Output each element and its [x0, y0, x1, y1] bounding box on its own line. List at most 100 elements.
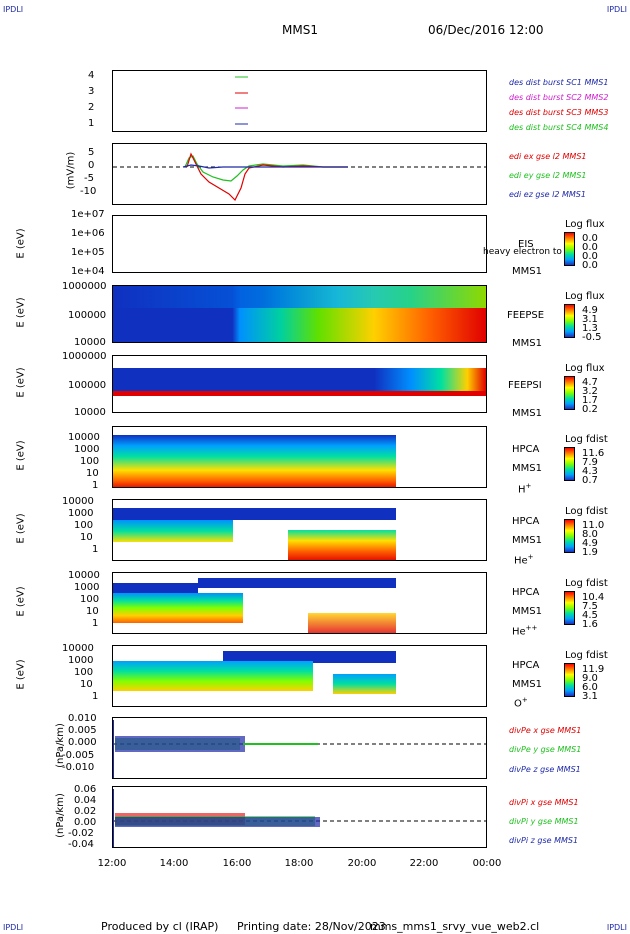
p9-ytick: 10 — [80, 679, 93, 690]
p7-cb-value: 4.9 — [582, 538, 598, 549]
p9-cb-value: 6.0 — [582, 682, 598, 693]
corner-label-top-right: IPDLI — [606, 5, 627, 14]
p7-ytick: 1000 — [68, 508, 94, 519]
p4-colorbar-title: Log flux — [565, 291, 605, 302]
p9-species-label: O+ — [514, 696, 528, 709]
p11-ytick: -0.04 — [68, 839, 94, 850]
page-title: MMS1 — [282, 23, 318, 37]
p11-ytick: -0.02 — [68, 828, 94, 839]
p10-legend-entry: divPe y gse MMS1 — [509, 745, 582, 754]
p11-ytick: 0.06 — [74, 784, 97, 795]
x-tick-label: 20:00 — [347, 858, 377, 869]
p9-charge: + — [521, 696, 528, 704]
p9-species: O — [514, 698, 522, 710]
p3-overlay-label: heavy electron to — [483, 247, 562, 257]
p9-ytick: 100 — [74, 667, 94, 678]
p7-cb-value: 8.0 — [582, 529, 598, 540]
edi-ez-series — [182, 164, 348, 169]
p9-ytick: 1000 — [68, 655, 94, 666]
p10-legend-entry: divPe z gse MMS1 — [509, 765, 581, 774]
p8-ytick: 1000 — [74, 582, 100, 593]
p7-ylabel: E (eV) — [15, 513, 27, 544]
p8-ylabel: E (eV) — [15, 586, 27, 617]
p9-cb-value: 11.9 — [582, 664, 605, 675]
p6-ytick: 100 — [80, 456, 100, 467]
p4-ylabel: E (eV) — [15, 297, 27, 328]
edi-ex-series — [186, 152, 348, 202]
p7-spacecraft-label: MMS1 — [512, 535, 542, 546]
p9-ytick: 10000 — [62, 643, 94, 654]
p4-colorbar — [564, 304, 575, 338]
p5-spacecraft-label: MMS1 — [512, 408, 542, 419]
p1-legend-entry: des dist burst SC4 MMS4 — [509, 123, 609, 132]
p7-cb-value: 1.9 — [582, 547, 598, 558]
p7-ytick: 10 — [80, 532, 93, 543]
p3-ytick: 1e+06 — [71, 228, 105, 239]
p2-ytick: 5 — [88, 147, 95, 158]
p3-colorbar-title: Log flux — [565, 219, 605, 230]
p4-instrument-label: FEEPSE — [507, 310, 545, 321]
p7-ytick: 1 — [92, 544, 99, 555]
hpca-o-spectrogram — [112, 645, 487, 707]
p5-ytick: 1000000 — [62, 351, 107, 362]
p1-legend-entry: des dist burst SC3 MMS3 — [509, 108, 609, 117]
p3-cb-value: 0.0 — [582, 242, 598, 253]
p6-cb-value: 7.9 — [582, 457, 598, 468]
p8-ytick: 10 — [86, 606, 99, 617]
p10-ytick: 0.000 — [68, 737, 97, 748]
p2-legend-entry: edi ey gse l2 MMS1 — [509, 171, 587, 180]
p5-cb-value: 3.2 — [582, 386, 598, 397]
p11-legend-entry: divPi x gse MMS1 — [509, 798, 579, 807]
p1-ytick: 3 — [88, 86, 95, 97]
p3-spacecraft-label: MMS1 — [512, 266, 542, 277]
p5-ytick: 10000 — [74, 407, 106, 418]
p1-legend-entry: des dist burst SC2 MMS2 — [509, 93, 609, 102]
p11-legend-entry: divPi z gse MMS1 — [509, 836, 579, 845]
p6-ytick: 1000 — [74, 444, 100, 455]
p8-ytick: 1 — [92, 618, 99, 629]
p3-ytick: 1e+04 — [71, 266, 105, 277]
p7-colorbar — [564, 519, 575, 553]
footer-script: mms_mms1_srvy_vue_web2.cl — [370, 920, 540, 933]
p7-ytick: 10000 — [62, 496, 94, 507]
footer-printing-date: Printing date: 28/Nov/2023 — [237, 920, 386, 933]
p2-ytick: 0 — [88, 160, 95, 171]
footer-produced: Produced by cl (IRAP) — [101, 920, 219, 933]
p9-ytick: 1 — [92, 691, 99, 702]
x-tick-label: 18:00 — [284, 858, 314, 869]
p10-ytick: -0.010 — [62, 762, 95, 773]
p6-cb-value: 11.6 — [582, 448, 605, 459]
p2-legend-entry: edi ez gse l2 MMS1 — [509, 190, 586, 199]
p11-ylabel: (nPa/km) — [54, 793, 66, 838]
hpca-h-spectrogram — [112, 426, 487, 488]
p4-cb-value: 1.3 — [582, 323, 598, 334]
p5-cb-value: 4.7 — [582, 377, 598, 388]
p4-spacecraft-label: MMS1 — [512, 338, 542, 349]
p7-species-label: He+ — [514, 553, 534, 566]
p7-colorbar-title: Log fdist — [565, 506, 608, 517]
p3-ytick: 1e+07 — [71, 209, 105, 220]
p9-colorbar — [564, 663, 575, 697]
p3-cb-value: 0.0 — [582, 251, 598, 262]
p8-species-label: He++ — [512, 624, 537, 637]
edi-efield-panel — [112, 143, 487, 205]
p9-instrument-label: HPCA — [512, 660, 540, 671]
p1-ytick: 4 — [88, 70, 95, 81]
p11-ytick: 0.00 — [74, 817, 97, 828]
page-datetime: 06/Dec/2016 12:00 — [428, 23, 544, 37]
p6-species-label: H+ — [518, 482, 531, 495]
p6-colorbar — [564, 447, 575, 481]
p11-ytick: 0.04 — [74, 795, 97, 806]
p9-ylabel: E (eV) — [15, 659, 27, 690]
p4-ytick: 10000 — [74, 337, 106, 348]
p10-ytick: 0.005 — [68, 725, 97, 736]
feepsi-spectrogram — [112, 355, 487, 413]
p4-cb-value: 4.9 — [582, 305, 598, 316]
p6-species: H — [518, 484, 526, 496]
p7-charge: + — [527, 553, 534, 561]
p3-cb-value: 0.0 — [582, 233, 598, 244]
p7-species: He — [514, 555, 528, 567]
p10-ytick: -0.005 — [62, 750, 95, 761]
p4-cb-value: -0.5 — [582, 332, 602, 343]
p1-ytick: 2 — [88, 102, 95, 113]
